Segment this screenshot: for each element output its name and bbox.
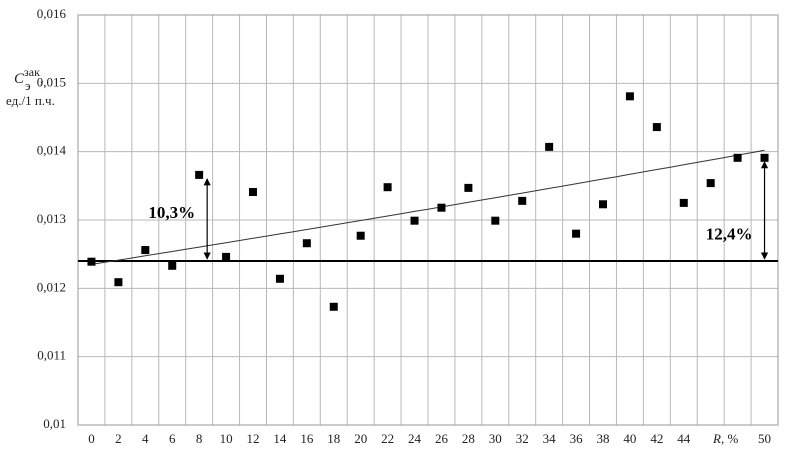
point [572,229,581,238]
x-tick-label: 36 [570,431,584,446]
y-label-sub: э [25,78,31,93]
y-tick-label: 0,01 [43,416,66,431]
x-tick-label: 34 [543,431,557,446]
x-tick-label: 16 [300,431,314,446]
point [706,179,715,188]
annotation-label: 10,3% [148,203,195,222]
x-tick-label: 12 [247,431,260,446]
point [733,153,742,162]
x-tick-label: 6 [169,431,176,446]
x-tick-label: 50 [758,431,771,446]
y-label-suffix: , [40,71,44,87]
point [625,92,634,101]
point [302,239,311,248]
y-label-sup: зак [24,65,40,79]
point [275,274,284,283]
x-tick-label: 30 [489,431,502,446]
point [195,170,204,179]
y-label-unit: ед./1 п.ч. [6,93,55,108]
point [599,200,607,209]
y-tick-label: 0,016 [37,6,67,21]
point [679,198,688,207]
y-label-symbol: C [14,71,25,87]
point [87,257,96,266]
x-tick-label: 14 [273,431,287,446]
point [545,142,554,151]
point [464,183,473,192]
point [329,302,338,311]
x-tick-label: 32 [516,431,529,446]
x-tick-label: 24 [408,431,422,446]
point [168,261,177,270]
point [652,123,661,132]
x-tick-label: 20 [354,431,367,446]
x-tick-label: 0 [88,431,95,446]
x-tick-label: 44 [677,431,691,446]
x-tick-label: 26 [435,431,449,446]
point [383,183,392,192]
x-tick-label: 18 [327,431,340,446]
x-tick-label: 28 [462,431,475,446]
point [518,196,527,205]
annotation-label: 12,4% [706,224,753,243]
x-axis-label: R, % [712,431,738,446]
point [410,216,419,225]
point [356,231,365,240]
x-tick-label: 38 [597,431,610,446]
point [114,278,123,287]
point [760,153,769,162]
y-tick-label: 0,015 [37,74,66,89]
point [222,252,231,261]
y-tick-label: 0,011 [37,348,66,363]
x-tick-label: 8 [196,431,203,446]
x-tick-label: 4 [142,431,149,446]
point [249,187,257,196]
x-label-unit: , % [721,431,739,446]
y-tick-label: 0,013 [37,211,66,226]
x-tick-label: 22 [381,431,394,446]
point [491,216,500,225]
x-tick-label: 42 [650,431,663,446]
y-axis-label: Cзак, [14,65,44,88]
point [437,203,446,212]
plot-border [77,14,779,426]
point [141,246,150,255]
x-tick-label: 2 [115,431,122,446]
y-tick-label: 0,014 [37,143,67,158]
y-tick-label: 0,012 [37,279,66,294]
x-tick-label: 10 [220,431,233,446]
x-tick-label: 40 [623,431,636,446]
x-label-symbol: R [712,431,721,446]
